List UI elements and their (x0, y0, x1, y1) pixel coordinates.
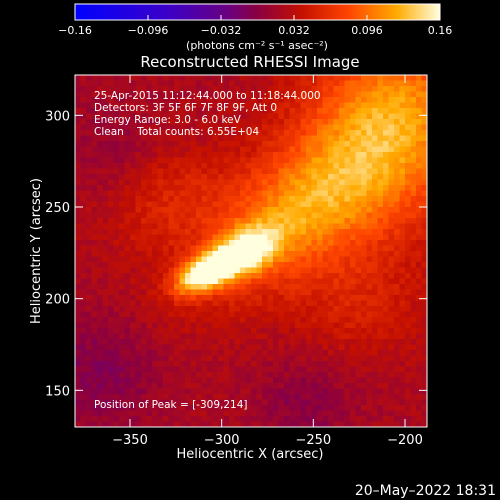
y-tick-label: 300 (45, 109, 70, 124)
annotation-detectors: Detectors: 3F 5F 6F 7F 8F 9F, Att 0 (94, 102, 277, 114)
footer-timestamp: 20–May–2022 18:31 (355, 483, 496, 499)
colorbar-tick-label: −0.16 (58, 24, 92, 37)
x-tick-label: −300 (204, 433, 240, 448)
y-tick-label: 250 (45, 201, 70, 216)
heatmap-image (75, 75, 427, 427)
colorbar (74, 3, 441, 21)
chart-title: Reconstructed RHESSI Image (140, 53, 359, 71)
x-axis-label: Heliocentric X (arcsec) (177, 447, 324, 462)
y-tick-label: 200 (45, 293, 70, 308)
colorbar-unit-label: (photons cm⁻² s⁻¹ asec⁻²) (186, 39, 328, 52)
x-tick-label: −350 (112, 433, 148, 448)
colorbar-tick-label: 0.096 (351, 24, 383, 37)
colorbar-tick-label: 0.16 (428, 24, 453, 37)
colorbar-ticks: −0.16 −0.096 −0.032 0.032 0.096 0.16 (58, 15, 452, 37)
axis-ticks: −350 −300 −250 −200 150 200 250 300 (45, 75, 427, 448)
annotation-block: 25-Apr-2015 11:12:44.000 to 11:18:44.000… (94, 90, 321, 138)
colorbar-tick-label: 0.032 (278, 24, 310, 37)
peak-position-label: Position of Peak = [-309,214] (94, 399, 248, 411)
annotation-clean-counts: Clean Total counts: 6.55E+04 (94, 126, 259, 138)
plot-frame (74, 74, 428, 428)
y-tick-label: 150 (45, 384, 70, 399)
colorbar-tick-label: −0.032 (201, 24, 242, 37)
colorbar-tick-label: −0.096 (128, 24, 169, 37)
y-axis-label: Heliocentric Y (arcsec) (29, 178, 44, 324)
annotation-time-range: 25-Apr-2015 11:12:44.000 to 11:18:44.000 (94, 90, 321, 102)
x-tick-label: −200 (387, 433, 423, 448)
annotation-energy-range: Energy Range: 3.0 - 6.0 keV (94, 114, 242, 126)
x-tick-label: −250 (295, 433, 331, 448)
